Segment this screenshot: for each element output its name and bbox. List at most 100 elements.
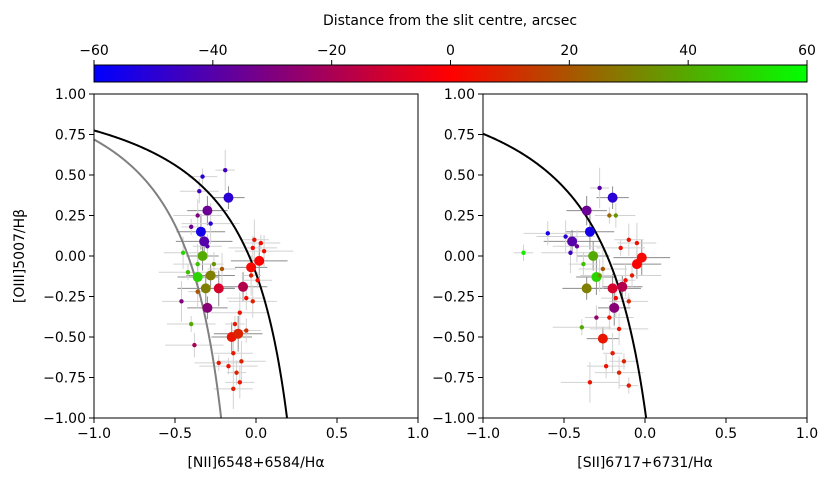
data-point [579, 325, 585, 330]
data-point [252, 237, 257, 242]
data-point-large [192, 272, 203, 283]
data-point [234, 370, 239, 375]
data-point [200, 174, 205, 179]
data-point [607, 315, 612, 320]
sii-points [521, 185, 647, 388]
colorbar-tick-label: −60 [79, 43, 109, 59]
data-point [258, 240, 264, 246]
data-point [223, 167, 228, 173]
data-point [610, 351, 615, 356]
data-point-large [202, 205, 213, 216]
data-point [626, 237, 631, 242]
nii-y-ticks: −1.00 −0.75 −0.50 −0.25 0.00 0.25 0.50 0.75 1.00 [43, 87, 94, 427]
data-point [195, 213, 200, 218]
data-point-large [636, 252, 647, 263]
data-point-large [254, 255, 265, 266]
data-point [563, 234, 568, 239]
data-point-large [246, 262, 257, 273]
data-point-large [607, 283, 618, 294]
data-point [195, 261, 200, 267]
data-point-large [213, 283, 224, 294]
data-point [597, 273, 602, 278]
data-point [179, 299, 184, 304]
data-point [248, 273, 254, 278]
sii-errorbars [513, 167, 671, 403]
data-point-large [567, 236, 578, 247]
data-point [244, 328, 249, 333]
data-point [634, 240, 640, 246]
data-point-large [195, 226, 206, 237]
data-point [219, 266, 225, 272]
data-point [581, 261, 586, 267]
x-tick-label: −0.5 [158, 426, 192, 442]
data-point-large [609, 302, 620, 313]
sii-x-axis-label: [SII]6717+6731/Hα [577, 455, 713, 471]
colorbar-tick-label: −40 [198, 43, 228, 59]
colorbar-ticks: −60 −40 −20 0 20 40 60 [79, 43, 816, 65]
data-point [600, 266, 606, 272]
data-point-large [238, 281, 249, 292]
y-tick-label: 0.50 [444, 168, 475, 184]
data-point [261, 248, 267, 254]
y-tick-label: −0.75 [43, 371, 86, 387]
data-point [244, 295, 249, 301]
y-tick-label: 0.75 [444, 128, 475, 144]
data-point [231, 351, 236, 356]
sii-demarcation-curve [483, 132, 648, 418]
nii-axes-frame [93, 93, 419, 419]
data-point [623, 278, 628, 283]
data-point [255, 278, 260, 283]
y-tick-label: 0.50 [55, 168, 86, 184]
x-tick-label: −0.5 [547, 426, 581, 442]
data-point [239, 359, 244, 364]
data-point [195, 289, 200, 294]
data-point-large [205, 270, 216, 281]
data-point [197, 189, 202, 194]
panel-sii-ha: −1.0 −0.5 0.0 0.5 1.0 −1.00 −0.75 −0.50 −0.25 0.… [432, 87, 818, 471]
x-tick-label: 0.5 [326, 426, 348, 442]
data-point [232, 321, 238, 327]
colorbar-tick-label: 0 [446, 43, 455, 59]
data-point [616, 370, 622, 375]
colorbar-tick-label: −20 [317, 43, 347, 59]
data-point [629, 273, 635, 278]
data-point-large [617, 281, 628, 292]
x-tick-label: 0.0 [245, 426, 267, 442]
y-tick-label: 0.00 [55, 249, 86, 265]
y-tick-label: −1.00 [43, 411, 86, 427]
nii-y-axis-label: [OIII]5007/Hβ [12, 209, 28, 303]
nii-x-axis-label: [NII]6548+6584/Hα [187, 455, 324, 471]
colorbar: Distance from the slit centre, arcsec −6… [79, 13, 816, 83]
y-tick-label: 1.00 [55, 87, 86, 103]
data-point [185, 270, 191, 275]
x-tick-label: 0.5 [715, 426, 737, 442]
data-point [189, 321, 194, 327]
colorbar-tick-label: 20 [560, 43, 578, 59]
data-point [603, 363, 609, 369]
y-tick-label: 0.75 [55, 128, 86, 144]
colorbar-title: Distance from the slit centre, arcsec [323, 13, 577, 29]
data-point [208, 221, 213, 226]
data-point [231, 386, 236, 392]
y-tick-label: −0.50 [43, 330, 86, 346]
data-point [192, 342, 197, 348]
x-tick-label: 1.0 [407, 426, 429, 442]
colorbar-gradient [93, 64, 808, 83]
data-point [237, 310, 242, 315]
data-point [521, 250, 526, 255]
y-tick-label: −0.25 [43, 290, 86, 306]
colorbar-tick-label: 40 [679, 43, 697, 59]
data-point [216, 360, 221, 366]
y-tick-label: 0.25 [444, 209, 475, 225]
sii-x-ticks: −1.0 −0.5 0.0 0.5 1.0 [466, 418, 818, 442]
data-point [226, 363, 231, 369]
data-point [237, 380, 242, 385]
data-point [587, 380, 593, 385]
data-point [616, 326, 622, 332]
data-point-large [588, 251, 599, 261]
y-tick-label: 0.25 [55, 209, 86, 225]
data-point [626, 383, 631, 388]
y-tick-label: 1.00 [444, 87, 475, 103]
data-point-large [581, 205, 592, 216]
